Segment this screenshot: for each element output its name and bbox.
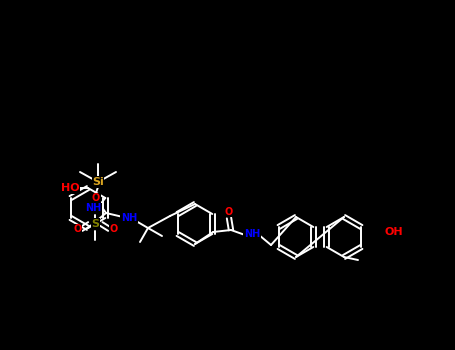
Text: S: S bbox=[91, 219, 99, 229]
Text: O: O bbox=[109, 224, 117, 234]
Text: O: O bbox=[92, 193, 100, 203]
Text: O: O bbox=[225, 207, 233, 217]
Text: O: O bbox=[73, 224, 81, 234]
Text: Si: Si bbox=[92, 177, 104, 187]
Text: OH: OH bbox=[384, 227, 403, 237]
Text: NH: NH bbox=[85, 203, 101, 213]
Text: NH: NH bbox=[244, 229, 260, 239]
Text: NH: NH bbox=[121, 213, 137, 223]
Text: HO: HO bbox=[61, 183, 79, 193]
